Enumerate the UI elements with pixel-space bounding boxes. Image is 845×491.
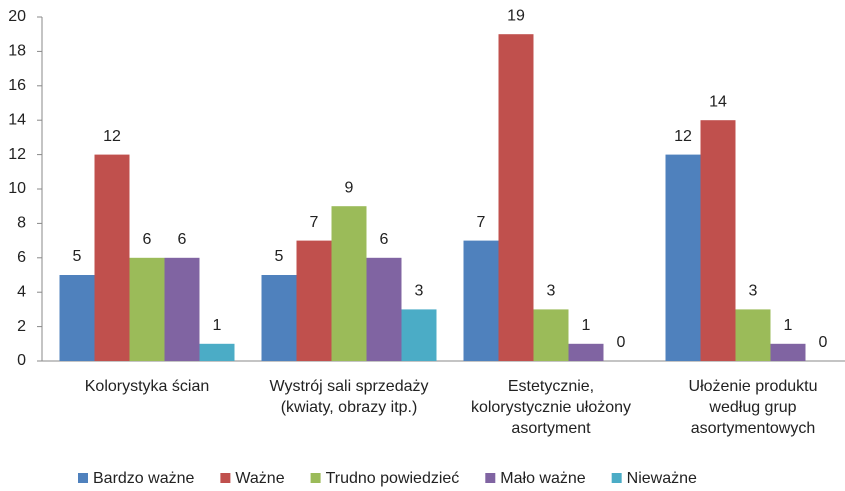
x-tick-label: Estetycznie, (508, 378, 594, 395)
data-label: 12 (674, 128, 692, 145)
data-label: 3 (749, 283, 758, 300)
data-label: 3 (415, 283, 424, 300)
x-tick-label: kolorystycznie ułożony (471, 399, 631, 416)
data-label: 0 (819, 334, 828, 351)
x-tick-label: Wystrój sali sprzedaży (269, 378, 428, 395)
legend-swatch (611, 473, 622, 483)
data-label: 6 (380, 231, 389, 248)
legend-label: Ważne (235, 470, 284, 487)
y-tick-label: 2 (17, 318, 26, 335)
x-tick-label: asortyment (511, 420, 591, 437)
x-tick-label: Ułożenie produktu (689, 378, 818, 395)
bar (568, 343, 604, 361)
bar (498, 34, 534, 361)
data-label: 9 (345, 179, 354, 196)
data-label: 1 (784, 317, 793, 334)
data-label: 5 (275, 248, 284, 265)
bar (401, 309, 437, 361)
bar (700, 120, 736, 361)
x-tick-label: Kolorystyka ścian (85, 378, 210, 395)
y-tick-label: 0 (17, 352, 26, 369)
y-tick-label: 12 (8, 146, 26, 163)
legend-swatch (310, 473, 321, 483)
data-label: 7 (477, 214, 486, 231)
data-label: 19 (507, 7, 525, 24)
y-tick-label: 18 (8, 43, 26, 60)
y-tick-label: 16 (8, 77, 26, 94)
data-label: 7 (310, 214, 319, 231)
x-tick-label: (kwiaty, obrazy itp.) (281, 399, 418, 416)
bar (296, 240, 332, 361)
bar (94, 154, 130, 361)
y-tick-label: 6 (17, 249, 26, 266)
legend-label: Bardzo ważne (93, 470, 194, 487)
bar (533, 309, 569, 361)
legend-label: Nieważne (627, 470, 697, 487)
bar (463, 240, 499, 361)
bar (331, 206, 367, 361)
bar (164, 257, 200, 361)
bar (59, 275, 95, 361)
y-tick-label: 8 (17, 215, 26, 232)
y-tick-label: 14 (8, 111, 26, 128)
legend-label: Trudno powiedzieć (326, 470, 460, 487)
data-label: 6 (178, 231, 187, 248)
x-tick-label: według grup (708, 399, 796, 416)
bar (199, 343, 235, 361)
bar (735, 309, 771, 361)
data-label: 1 (213, 317, 222, 334)
y-tick-label: 10 (8, 180, 26, 197)
legend-swatch (220, 473, 231, 483)
bar (665, 154, 701, 361)
x-tick-label: asortymentowych (691, 420, 816, 437)
bar (366, 257, 402, 361)
data-label: 1 (582, 317, 591, 334)
data-label: 12 (103, 128, 121, 145)
data-label: 6 (143, 231, 152, 248)
data-label: 0 (617, 334, 626, 351)
bar (129, 257, 165, 361)
bar (770, 343, 806, 361)
bar (261, 275, 297, 361)
legend-swatch (78, 473, 88, 483)
legend-swatch (485, 473, 496, 483)
data-label: 3 (547, 283, 556, 300)
data-label: 5 (73, 248, 82, 265)
y-tick-label: 4 (17, 283, 26, 300)
y-tick-label: 20 (8, 8, 26, 25)
legend-label: Mało ważne (500, 470, 585, 487)
data-label: 14 (709, 93, 727, 110)
